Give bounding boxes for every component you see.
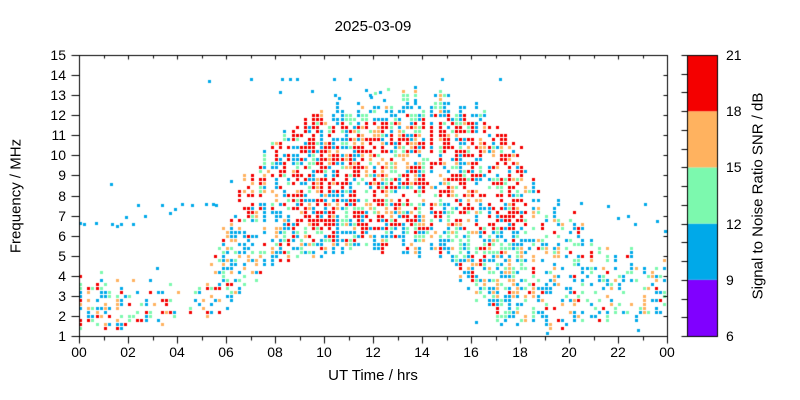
y-tick-label: 4: [58, 267, 66, 284]
x-tick-label: 08: [267, 344, 283, 360]
x-tick-label: 04: [169, 344, 185, 360]
x-tick-label: 02: [120, 344, 136, 360]
chart-title: 2025-03-09: [334, 18, 412, 35]
y-tick-label: 1: [58, 328, 66, 344]
y-tick-label: 10: [50, 147, 66, 164]
y-tick-label: 11: [51, 127, 66, 144]
x-tick-label: 14: [414, 344, 430, 360]
y-tick-label: 12: [50, 107, 66, 124]
x-tick-label: 10: [316, 344, 332, 360]
x-tick-label: 22: [610, 344, 626, 360]
y-tick-label: 9: [58, 167, 66, 184]
y-tick-label: 5: [58, 247, 66, 264]
x-tick-label: 18: [512, 344, 528, 360]
y-tick-label: 8: [58, 187, 66, 204]
x-axis-label: UT Time / hrs: [328, 367, 418, 384]
y-tick-label: 7: [58, 207, 66, 224]
y-tick-label: 14: [50, 67, 66, 84]
colorbar-label: Signal to Noise Ratio SNR / dB: [749, 92, 767, 300]
colorbar-tick-label: 18: [726, 103, 742, 120]
x-tick-label: 20: [561, 344, 577, 360]
y-tick-label: 6: [58, 227, 66, 244]
colorbar-tick-label: 21: [726, 47, 742, 63]
x-tick-label: 12: [365, 344, 381, 360]
colorbar-tick-label: 12: [726, 215, 742, 232]
y-tick-label: 2: [58, 307, 66, 324]
x-tick-label: 00: [659, 344, 675, 360]
x-tick-label: 06: [218, 344, 234, 360]
colorbar-tick-label: 9: [726, 271, 734, 288]
colorbar-tick-label: 6: [726, 328, 734, 344]
x-tick-label: 16: [463, 344, 479, 360]
y-tick-label: 3: [58, 287, 66, 304]
y-axis-label: Frequency / MHz: [7, 138, 25, 254]
colorbar-tick-label: 15: [726, 159, 742, 176]
y-tick-label: 13: [50, 87, 66, 104]
x-tick-label: 00: [71, 344, 87, 360]
y-tick-label: 15: [50, 47, 66, 63]
